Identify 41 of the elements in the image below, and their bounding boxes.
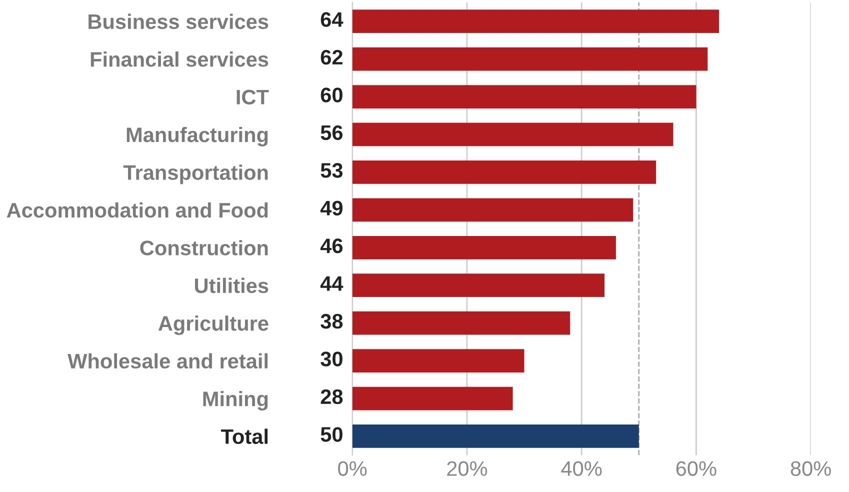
bar [352, 349, 524, 372]
data-label: 38 [320, 314, 343, 329]
data-label: 44 [320, 276, 344, 291]
bar [352, 85, 696, 108]
data-label: 28 [320, 389, 343, 404]
y-tick-label: Manufacturing [126, 126, 268, 146]
y-tick-label: Business services [88, 14, 268, 30]
data-label: 62 [320, 50, 342, 65]
y-tick-label: Transportation [123, 164, 268, 184]
x-tick-label: 40% [561, 461, 602, 476]
x-tick-label: 20% [447, 461, 488, 476]
data-label: 64 [320, 12, 344, 27]
data-label: 56 [320, 125, 343, 140]
bar [352, 47, 708, 71]
data-label: 60 [320, 88, 342, 102]
data-label: 53 [320, 163, 343, 178]
bar [352, 198, 634, 222]
x-tick-label: 80% [790, 461, 831, 476]
y-tick-label: Mining [203, 390, 268, 410]
data-label: 50 [320, 427, 342, 442]
x-tick-label: 0% [338, 461, 367, 476]
bar [352, 10, 720, 34]
y-tick-label: Total [221, 428, 268, 444]
bar [352, 274, 604, 298]
y-tick-label: Accommodation and Food [6, 202, 268, 218]
y-tick-label: ICT [236, 90, 269, 105]
bar [352, 122, 674, 146]
y-tick-label: Utilities [195, 278, 268, 294]
x-tick-label: 60% [676, 461, 716, 476]
y-tick-label: Wholesale and retail [68, 353, 268, 369]
data-label: 30 [320, 352, 342, 366]
bar [352, 311, 570, 335]
data-label: 49 [320, 200, 343, 216]
bar [352, 236, 616, 260]
bar [352, 424, 639, 448]
y-tick-label: Financial services [90, 51, 268, 67]
bar [352, 386, 513, 410]
y-tick-label: Agriculture [158, 316, 268, 336]
data-label: 46 [320, 238, 343, 254]
bar [352, 160, 656, 184]
y-tick-label: Construction [140, 240, 268, 256]
